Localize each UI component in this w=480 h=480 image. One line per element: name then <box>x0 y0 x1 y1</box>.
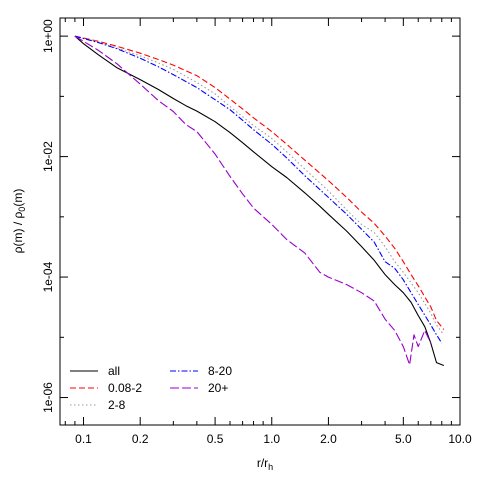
legend-label-2: 0.08-2 <box>108 381 142 395</box>
y-tick-label: 1e-02 <box>41 141 55 172</box>
x-tick-label: 2.0 <box>320 432 337 446</box>
y-axis-label: ρ(m) / ρ0(m) <box>11 189 27 254</box>
x-tick-label: 10.0 <box>448 432 472 446</box>
x-axis-label: r/rh <box>257 456 273 472</box>
x-tick-label: 0.5 <box>207 432 224 446</box>
legend-label-5: 20+ <box>208 381 228 395</box>
series-line-5 <box>74 35 432 366</box>
x-tick-label: 1.0 <box>263 432 280 446</box>
series-line-4 <box>74 35 443 344</box>
y-tick-label: 1e-06 <box>41 382 55 413</box>
x-tick-label: 0.2 <box>132 432 149 446</box>
y-tick-label: 1e-04 <box>41 261 55 292</box>
legend-label-1: all <box>108 364 120 378</box>
series-line-2 <box>74 35 445 330</box>
ticks-layer: 0.1 0.2 0.5 1.0 2.0 5.0 10.0 1e+00 1e-02 1e-04 1e-… <box>41 18 472 446</box>
axes-layer <box>59 17 461 426</box>
x-tick-label: 0.1 <box>75 432 92 446</box>
legend-label-3: 2-8 <box>108 398 126 412</box>
legend-label-4: 8-20 <box>208 364 232 378</box>
series-line-3 <box>74 35 445 336</box>
x-tick-label: 5.0 <box>395 432 412 446</box>
series-layer <box>74 35 445 367</box>
y-tick-label: 1e+00 <box>41 19 55 53</box>
series-line-1 <box>74 35 445 367</box>
legend: all 0.08-2 2-8 8-20 20+ <box>70 364 232 412</box>
plot-frame <box>59 17 461 426</box>
